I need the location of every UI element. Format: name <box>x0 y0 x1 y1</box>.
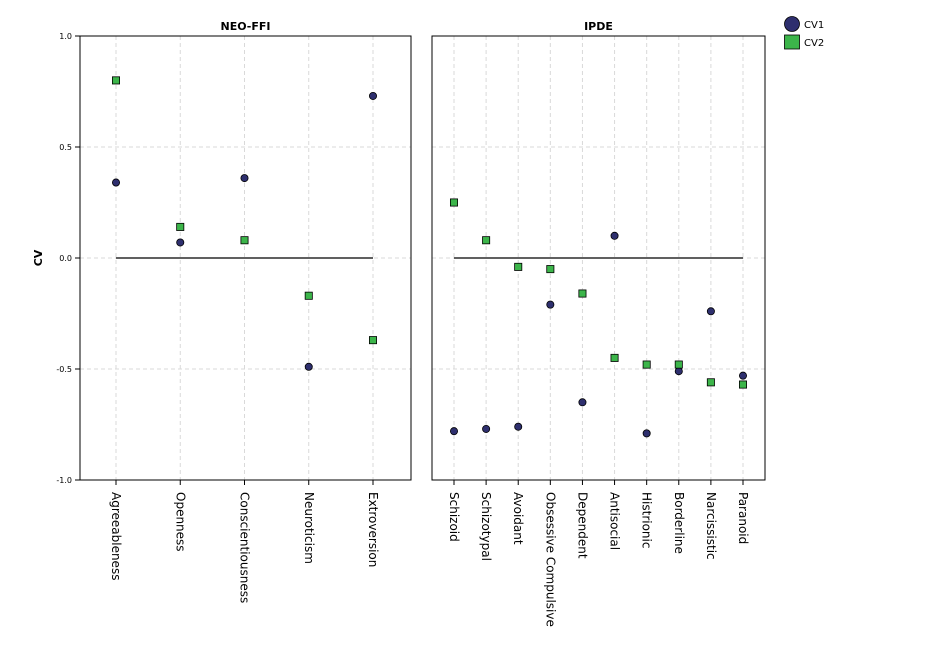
panel-ipde: IPDE Schizoid Schizotypal Avoidant Obsessive… <box>431 20 766 627</box>
panel-neo-ffi: NEO-FFI Agreeableness Openness Conscientiou… <box>79 20 412 603</box>
data-point-cv1 <box>449 427 458 436</box>
x-tick-label: Extroversion <box>366 492 380 567</box>
y-tick-label: -0.5 <box>56 365 72 374</box>
panel-frame <box>431 35 766 481</box>
legend-label-cv1: CV1 <box>804 20 824 31</box>
x-tick-label: Paranoid <box>736 492 750 544</box>
data-point-cv1 <box>112 178 121 187</box>
data-point-cv1 <box>482 424 491 433</box>
x-tick-label: Obsessive Compulsive <box>543 492 557 627</box>
data-point-cv2 <box>514 262 523 271</box>
legend-marker-cv1 <box>784 16 800 32</box>
panels: NEO-FFI Agreeableness Openness Conscientiou… <box>79 20 766 627</box>
panel-title: IPDE <box>584 20 613 33</box>
x-tick-label: Antisocial <box>608 492 622 550</box>
data-point-cv1 <box>674 367 683 376</box>
data-point-cv2 <box>546 265 555 274</box>
data-point-cv2 <box>449 198 458 207</box>
data-point-cv1 <box>514 422 523 431</box>
x-tick-label: Openness <box>173 492 187 552</box>
x-tick-label: Schizoid <box>447 492 461 542</box>
legend-marker-cv2 <box>784 34 800 50</box>
data-point-cv2 <box>176 222 185 231</box>
data-point-cv2 <box>642 360 651 369</box>
x-tick-label: Borderline <box>672 492 686 554</box>
y-tick-label: 0.5 <box>59 143 72 152</box>
y-tick-label: 0.0 <box>59 254 72 263</box>
x-tick-label: Narcissistic <box>704 492 718 560</box>
legend-label-cv2: CV2 <box>804 38 824 49</box>
data-point-cv1 <box>176 238 185 247</box>
y-tick-label: 1.0 <box>59 32 72 41</box>
legend: CV1 CV2 <box>784 16 824 50</box>
data-point-cv2 <box>578 289 587 298</box>
data-point-cv1 <box>642 429 651 438</box>
data-point-cv2 <box>610 353 619 362</box>
data-point-cv2 <box>240 236 249 245</box>
y-axis-label: CV <box>32 249 45 266</box>
data-point-cv1 <box>546 300 555 309</box>
x-tick-label: Schizotypal <box>479 492 493 561</box>
data-point-cv1 <box>610 231 619 240</box>
x-tick-label: Dependent <box>575 492 589 559</box>
x-tick-label: Avoidant <box>511 492 525 545</box>
data-point-cv1 <box>578 398 587 407</box>
data-point-cv1 <box>739 371 748 380</box>
x-tick-label: Conscientiousness <box>238 492 252 603</box>
data-point-cv2 <box>304 291 313 300</box>
data-point-cv2 <box>368 336 377 345</box>
data-point-cv1 <box>706 307 715 316</box>
data-point-cv2 <box>482 236 491 245</box>
data-point-cv2 <box>112 76 121 85</box>
y-tick-label: -1.0 <box>56 476 72 485</box>
y-axis: 1.0 0.5 0.0 -0.5 -1.0 <box>56 32 80 485</box>
data-point-cv1 <box>304 362 313 371</box>
data-point-cv1 <box>240 174 249 183</box>
x-tick-label: Neuroticism <box>302 492 316 564</box>
x-tick-label: Agreeableness <box>109 492 123 580</box>
x-tick-label: Histrionic <box>640 492 654 548</box>
data-point-cv2 <box>739 380 748 389</box>
data-point-cv1 <box>368 91 377 100</box>
data-point-cv2 <box>706 378 715 387</box>
data-point-cv2 <box>674 360 683 369</box>
panel-title: NEO-FFI <box>221 20 271 33</box>
